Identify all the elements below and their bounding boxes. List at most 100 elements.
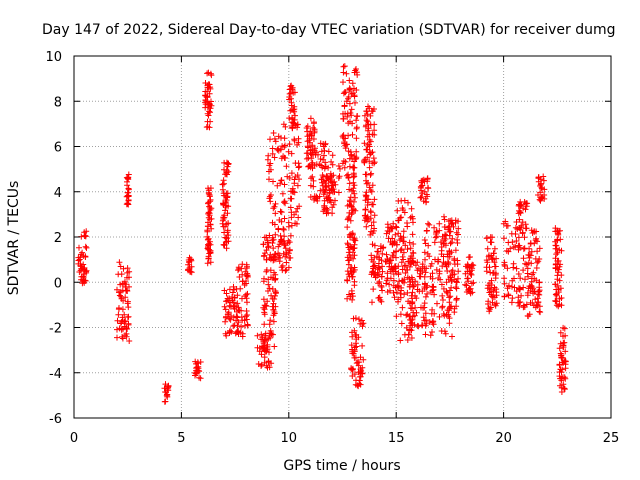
data-point [313,193,320,200]
data-point [560,333,566,340]
data-point [421,249,428,256]
data-point [454,240,461,246]
data-point [527,252,534,259]
data-point [270,178,276,185]
data-point [351,93,358,100]
data-point [523,203,530,210]
y-tick-label: -2 [49,322,62,337]
data-point [350,255,357,262]
data-point [427,332,434,339]
data-point [515,246,522,253]
data-point [327,196,334,203]
data-point [367,231,374,238]
data-point [406,263,413,270]
y-tick-label: -6 [49,412,62,427]
data-point [531,228,538,235]
data-point [401,331,408,338]
data-point [501,280,508,287]
data-point [554,276,561,283]
data-point [243,316,250,323]
data-point [370,265,377,272]
data-point [292,160,299,167]
data-point [444,289,451,296]
data-point [487,269,494,276]
data-point [269,150,276,157]
data-point [344,113,351,120]
data-point [562,361,569,368]
data-point [272,251,279,257]
data-point [204,260,211,267]
data-point [378,282,385,289]
data-point [288,195,295,202]
data-point [292,112,298,119]
data-point [350,171,357,178]
data-point [486,264,493,271]
data-point [405,199,411,206]
data-point [412,278,419,285]
data-point [277,208,284,215]
data-point [320,191,327,198]
data-point [280,226,287,233]
data-point [348,106,355,113]
data-point [125,321,132,328]
data-point [383,277,390,284]
data-point [323,210,330,217]
data-point [438,244,445,250]
data-point [119,314,126,321]
data-point [541,192,548,198]
data-point [222,306,229,313]
data-point [532,304,539,311]
data-point [387,287,393,294]
data-point [271,221,278,228]
data-point [389,266,396,273]
data-point [231,322,238,329]
data-point [501,275,508,282]
data-point [344,295,351,302]
data-point [278,177,285,184]
data-point [410,258,416,264]
data-point [515,234,522,241]
data-point [119,335,126,342]
data-point [351,182,358,189]
data-point [396,237,403,244]
data-point [254,332,261,339]
data-point [371,106,377,112]
data-point [362,206,369,213]
data-point [557,261,564,268]
data-point [436,268,443,275]
data-point [234,300,241,307]
data-point [186,265,193,271]
data-point [221,287,228,294]
data-point [419,261,426,268]
data-point [555,303,562,310]
data-point [283,163,290,170]
data-point [405,298,412,305]
data-point [407,305,414,312]
data-point [436,220,443,227]
data-point [357,373,364,380]
data-point [362,171,369,178]
data-point [353,135,360,142]
data-point [448,284,455,291]
data-point [346,180,353,187]
data-point [524,292,531,299]
data-point [404,246,411,253]
data-point [288,222,295,229]
data-point [311,196,317,203]
data-point [350,185,357,192]
data-point [261,321,268,328]
data-point [433,266,440,273]
data-point [282,245,289,252]
y-axis-label: SDTVAR / TECUs [6,181,22,296]
data-point [429,329,435,335]
data-point [533,265,540,271]
data-point [395,270,402,276]
data-point [446,320,453,327]
data-point [263,247,270,254]
data-point [343,172,350,179]
data-point [345,94,352,100]
data-point [510,244,517,251]
data-point [505,248,512,255]
data-point [491,245,498,252]
data-point [446,299,453,306]
